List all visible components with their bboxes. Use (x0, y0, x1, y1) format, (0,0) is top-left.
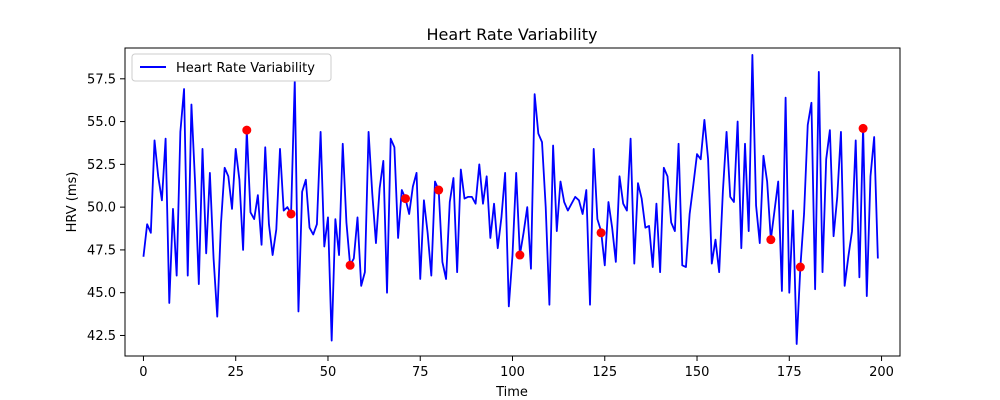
highlight-point (596, 228, 606, 238)
highlight-point (345, 260, 355, 270)
series-layer (142, 53, 879, 345)
highlight-point (400, 194, 410, 204)
y-tick-label: 55.0 (87, 115, 116, 130)
x-tick-label: 100 (500, 365, 525, 380)
y-tick-label: 42.5 (87, 329, 116, 344)
legend-entry-label: Heart Rate Variability (176, 61, 315, 76)
highlight-point (434, 185, 444, 195)
x-tick-label: 175 (777, 365, 802, 380)
y-tick-label: 52.5 (87, 158, 116, 173)
x-tick-label: 150 (685, 365, 710, 380)
x-tick-label: 75 (412, 365, 429, 380)
highlight-point (286, 209, 296, 219)
y-tick-label: 45.0 (87, 286, 116, 301)
series-line-0 (142, 53, 879, 345)
highlight-point (858, 123, 868, 133)
chart-title: Heart Rate Variability (427, 25, 598, 44)
x-tick-label: 50 (320, 365, 337, 380)
legend-box (131, 53, 332, 82)
y-axis-ticks: 42.5 45.0 47.5 50.0 52.5 55.0 57.5 (87, 72, 125, 344)
highlight-point (242, 125, 252, 135)
x-tick-label: 25 (227, 365, 244, 380)
x-axis-ticks: 0 25 50 75 100 125 150 175 200 (139, 356, 894, 380)
legend: Heart Rate Variability (131, 53, 332, 82)
y-tick-label: 50.0 (87, 201, 116, 216)
x-tick-label: 200 (869, 365, 894, 380)
highlight-point (766, 235, 776, 245)
y-tick-label: 47.5 (87, 243, 116, 258)
highlight-point (515, 250, 525, 260)
x-tick-label: 125 (592, 365, 617, 380)
y-axis-label: HRV (ms) (65, 172, 80, 233)
x-tick-label: 0 (139, 365, 147, 380)
y-tick-label: 57.5 (87, 72, 116, 87)
highlight-point (795, 262, 805, 272)
highlight-points-layer (242, 123, 868, 272)
x-axis-label: Time (495, 385, 528, 400)
plot-area (142, 53, 879, 345)
